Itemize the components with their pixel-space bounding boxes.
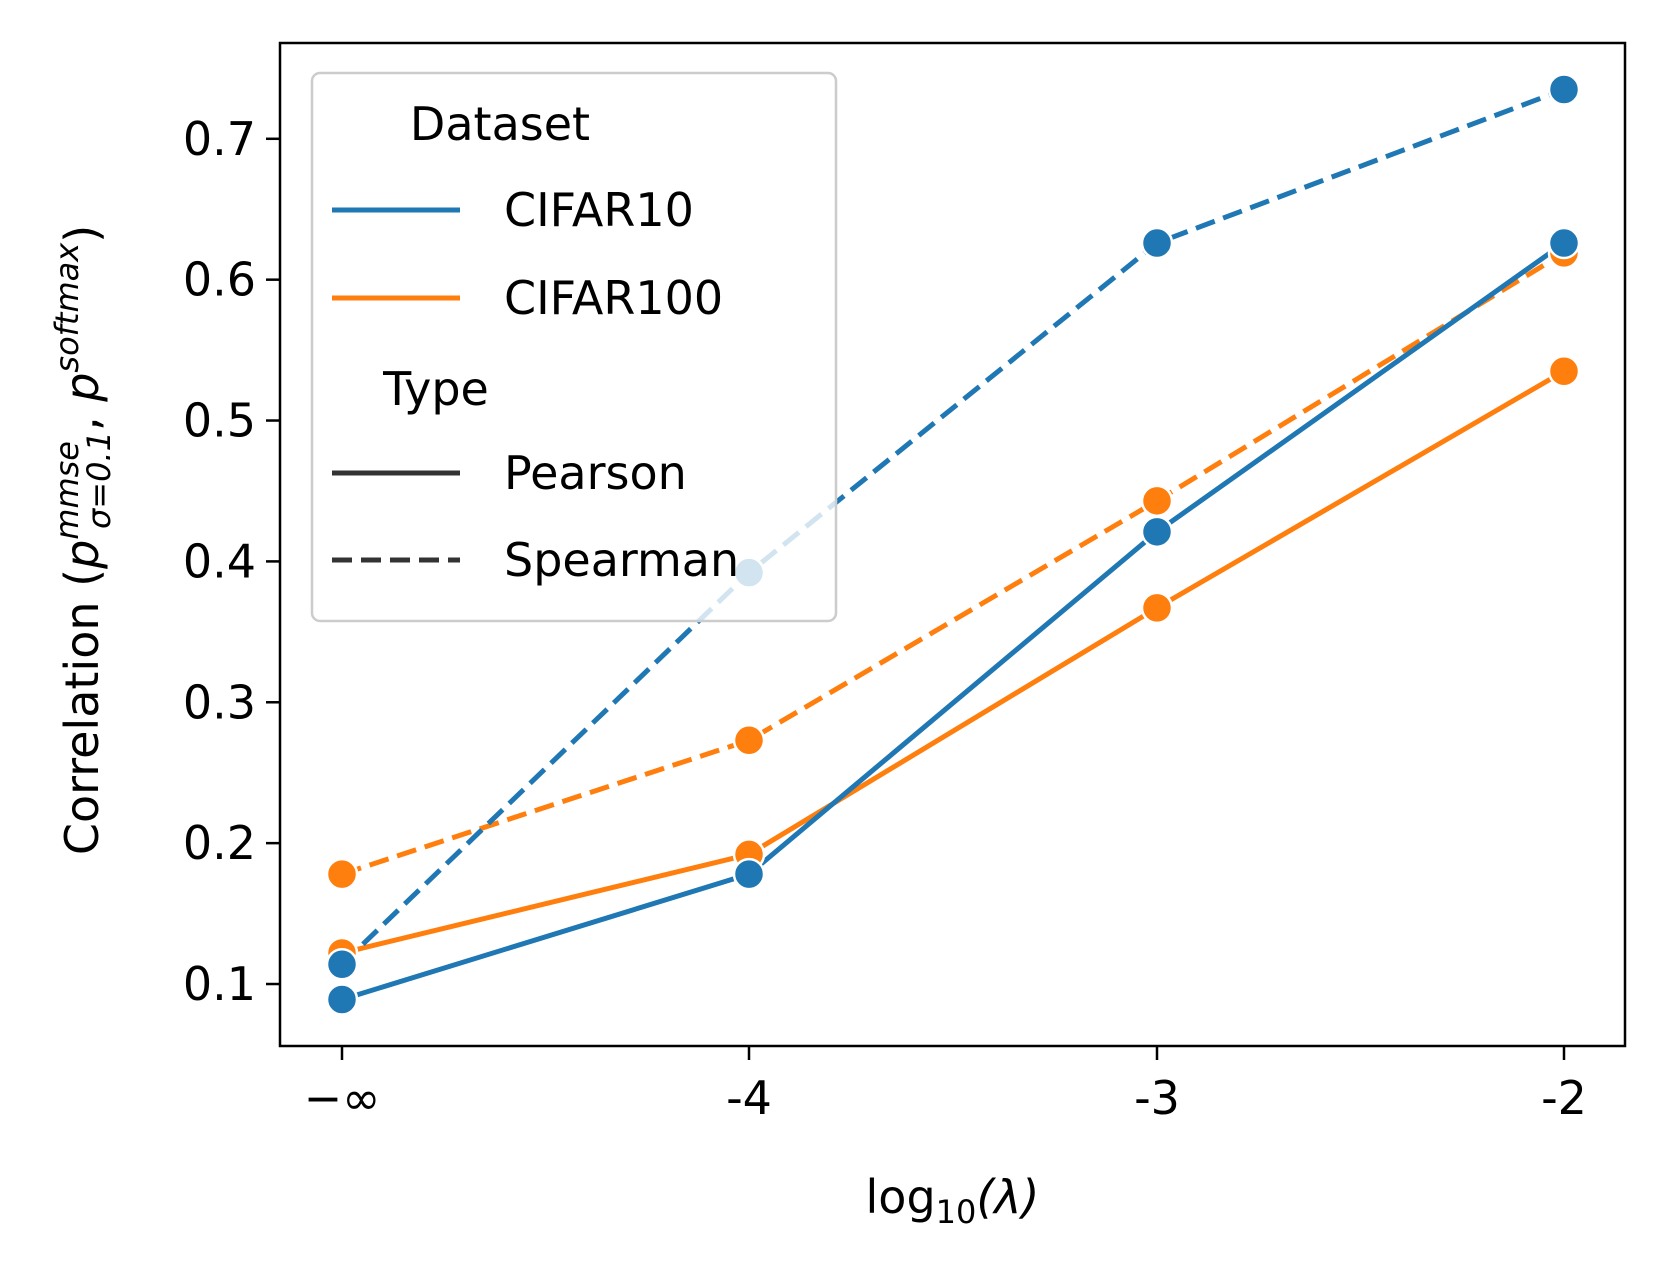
data-point-cifar100-pearson (1140, 591, 1174, 625)
data-point-cifar10-pearson (1140, 515, 1174, 549)
y-axis-label-p2-sup: softmax (48, 242, 86, 373)
y-tick-label: 0.2 (183, 816, 256, 870)
y-tick-label: 0.7 (183, 112, 256, 166)
x-tick-label: -3 (1134, 1071, 1180, 1125)
data-point-cifar100-pearson (1547, 354, 1581, 388)
y-tick-label: 0.1 (183, 957, 256, 1011)
legend-label-cifar10: CIFAR10 (504, 183, 694, 237)
series-line-cifar10-spearman (340, 87, 1565, 967)
ticks-layer: 0.1 0.2 0.3 0.4 0.5 0.6 0.7 −∞ -4 -3 -2 (183, 112, 1587, 1125)
series-line-cifar100-spearman (341, 250, 1566, 877)
legend-label-cifar100: CIFAR100 (504, 271, 723, 325)
series-line-cifar10-pearson (341, 240, 1566, 1002)
x-tick-label: -2 (1541, 1071, 1587, 1125)
x-axis-label-base: log (866, 1170, 936, 1224)
data-point-cifar10-spearman (325, 948, 359, 981)
legend: Dataset CIFAR10 CIFAR100 Type Pearson Spearma… (310, 71, 838, 623)
y-tick-label: 0.4 (183, 534, 256, 588)
data-point-cifar10-spearman (1547, 73, 1581, 106)
data-point-cifar100-spearman (325, 857, 359, 891)
x-axis-label-sub: 10 (936, 1193, 977, 1231)
legend-title-type: Type (382, 362, 489, 416)
legend-label-spearman: Spearman (504, 533, 739, 587)
data-point-cifar100-spearman (732, 724, 766, 757)
y-axis-label-p1-sub: σ=0.1 (80, 431, 118, 529)
series-layer (325, 73, 1581, 1016)
data-point-cifar10-pearson (732, 857, 766, 891)
legend-title-dataset: Dataset (410, 97, 590, 151)
y-axis-label: Correlation (pmmseσ=0.1, psoftmax) (48, 225, 118, 855)
y-axis-label-p1: p (55, 540, 109, 570)
y-axis-label-p1-sup: mmse (48, 441, 86, 540)
axes-frame (278, 41, 1627, 1048)
y-axis-label-prefix: Correlation ( (55, 569, 109, 855)
y-axis-label-sep: , (55, 402, 109, 431)
x-tick-label: −∞ (304, 1071, 381, 1125)
y-tick-label: 0.6 (183, 253, 256, 307)
legend-label-pearson: Pearson (504, 446, 687, 500)
x-tick-label: -4 (726, 1071, 772, 1125)
y-axis-label-suffix: ) (55, 225, 109, 243)
x-axis-label-arg: (λ) (976, 1170, 1039, 1224)
data-point-cifar10-spearman (1140, 226, 1174, 260)
data-point-cifar10-pearson (1547, 226, 1581, 260)
data-point-cifar10-pearson (325, 983, 359, 1016)
y-tick-label: 0.3 (183, 675, 256, 729)
y-tick-label: 0.5 (183, 394, 256, 448)
data-point-cifar100-spearman (1140, 484, 1174, 518)
series-line-cifar100-pearson (341, 369, 1566, 956)
x-axis-label: log10(λ) (866, 1170, 1040, 1231)
y-axis-label-p2: p (55, 373, 109, 403)
